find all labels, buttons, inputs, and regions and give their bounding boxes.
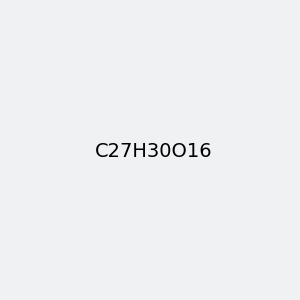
Text: C27H30O16: C27H30O16 xyxy=(95,142,213,161)
